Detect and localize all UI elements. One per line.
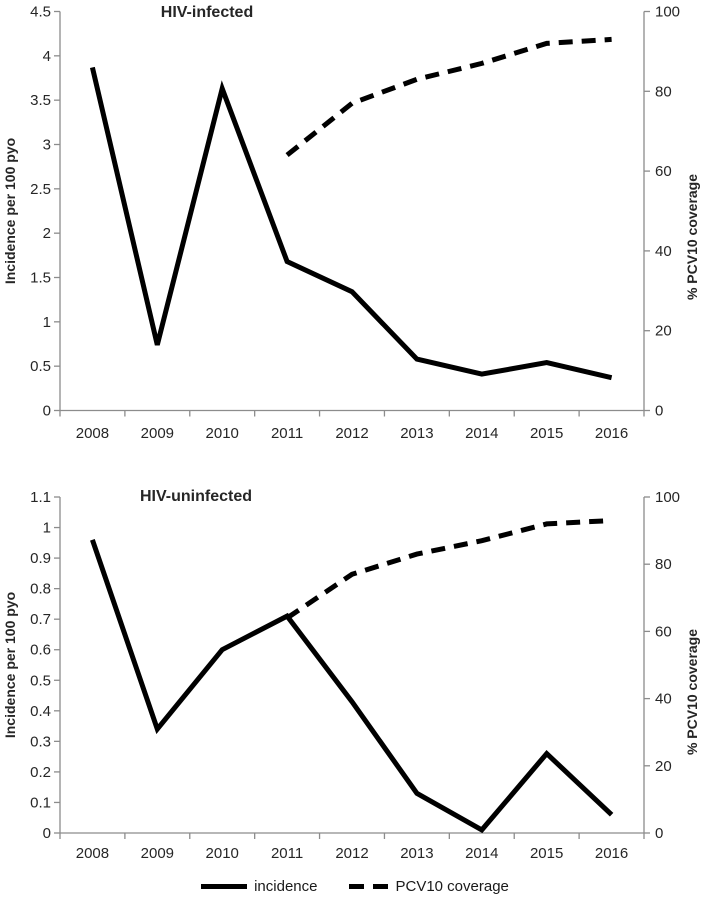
y-axis-tick-label: 0.7 <box>30 611 51 628</box>
y-axis-tick-label: 0.3 <box>30 733 51 750</box>
y-axis-title: Incidence per 100 pyo <box>2 592 18 738</box>
y2-axis-tick-label: 20 <box>655 323 672 340</box>
y-axis-tick-label: 4 <box>43 48 51 65</box>
x-axis-tick-label: 2010 <box>206 425 239 442</box>
x-axis-tick-label: 2011 <box>271 425 303 442</box>
x-axis-tick-label: 2015 <box>530 845 563 862</box>
chart-title: HIV-infected <box>161 4 253 21</box>
y2-axis-tick-label: 0 <box>655 825 663 842</box>
y2-axis-tick-label: 40 <box>655 691 672 708</box>
y-axis-tick-label: 0.2 <box>30 764 51 781</box>
y-axis-tick-label: 0 <box>43 403 51 420</box>
y2-axis-title: % PCV10 coverage <box>684 174 700 300</box>
legend-item-pcv10-coverage: PCV10 coverage <box>349 878 509 895</box>
y-axis-tick-label: 0.5 <box>30 358 51 375</box>
chart-title: HIV-uninfected <box>140 488 252 505</box>
y-axis-tick-label: 0.5 <box>30 672 51 689</box>
x-axis-tick-label: 2016 <box>595 845 628 862</box>
y-axis-tick-label: 1 <box>43 520 51 537</box>
legend-label-pcv10-coverage: PCV10 coverage <box>395 878 509 895</box>
y2-axis-tick-label: 60 <box>655 623 672 640</box>
y2-axis-tick-label: 100 <box>655 489 680 506</box>
legend-label-incidence: incidence <box>254 878 318 895</box>
y-axis-tick-label: 0.6 <box>30 642 51 659</box>
incidence-line <box>90 538 614 834</box>
y-axis-tick-label: 3.5 <box>30 92 51 109</box>
y2-axis-tick-label: 80 <box>655 83 672 100</box>
x-axis-tick-label: 2012 <box>335 845 368 862</box>
y-axis-title: Incidence per 100 pyo <box>2 138 18 284</box>
y-axis-tick-label: 0.8 <box>30 581 51 598</box>
x-axis-tick-label: 2016 <box>595 425 628 442</box>
x-axis-tick-label: 2009 <box>141 845 174 862</box>
x-axis-tick-label: 2010 <box>206 845 239 862</box>
y-axis-tick-label: 1 <box>43 314 51 331</box>
pcv10-coverage-line <box>285 36 612 158</box>
y2-axis-tick-label: 60 <box>655 163 672 180</box>
y-axis-tick-label: 1.5 <box>30 270 51 287</box>
x-axis-tick-label: 2008 <box>76 425 109 442</box>
x-axis-tick-label: 2009 <box>141 425 174 442</box>
x-axis-tick-label: 2013 <box>400 845 433 862</box>
y2-axis-tick-label: 20 <box>655 758 672 775</box>
y-axis-tick-label: 2 <box>43 225 51 242</box>
hiv-uninfected-chart: 1.1 1 0.9 0.8 0.7 0.6 0.5 0.4 0.3 0.2 0.1 0 100 80 60 4… <box>2 488 700 862</box>
legend-item-incidence: incidence <box>201 878 317 895</box>
chart-legend: incidence PCV10 coverage <box>0 878 710 895</box>
pcv10-coverage-line <box>285 518 612 621</box>
x-axis-tick-label: 2012 <box>335 425 368 442</box>
y-axis-tick-label: 0 <box>43 825 51 842</box>
x-axis-tick-label: 2014 <box>465 845 498 862</box>
x-axis-tick-label: 2008 <box>76 845 109 862</box>
y-axis-tick-label: 0.9 <box>30 550 51 567</box>
x-axis-tick-label: 2015 <box>530 425 563 442</box>
y2-axis-tick-label: 100 <box>655 4 680 21</box>
x-axis-tick-label: 2014 <box>465 425 498 442</box>
solid-line-sample <box>201 884 248 889</box>
y2-axis-tick-label: 80 <box>655 556 672 573</box>
x-axis-tick-label: 2013 <box>400 425 433 442</box>
y-axis-tick-label: 2.5 <box>30 181 51 198</box>
x-axis-tick-label: 2011 <box>271 845 303 862</box>
y2-axis-tick-label: 40 <box>655 243 672 260</box>
y-axis-tick-label: 0.1 <box>30 794 51 811</box>
incidence-line <box>89 66 613 381</box>
y-axis-tick-label: 3 <box>43 137 51 154</box>
y2-axis-title: % PCV10 coverage <box>684 629 700 755</box>
y-axis-tick-label: 1.1 <box>30 489 51 506</box>
dashed-line-sample <box>349 884 389 889</box>
y-axis-tick-label: 4.5 <box>30 4 51 21</box>
y-axis-tick-label: 0.4 <box>30 703 51 720</box>
hiv-infected-chart: 4.5 4 3.5 3 2.5 2 1.5 1 0.5 0 100 80 60 40 20 0 2008 2009… <box>2 4 700 443</box>
y2-axis-tick-label: 0 <box>655 403 663 420</box>
